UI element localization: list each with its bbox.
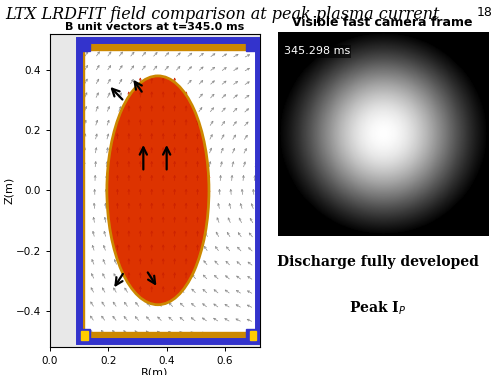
Bar <box>79 332 258 339</box>
Text: 345.298 ms: 345.298 ms <box>284 46 350 56</box>
X-axis label: R(m): R(m) <box>142 367 169 375</box>
Bar <box>246 329 258 342</box>
Bar <box>250 332 256 340</box>
Text: 18: 18 <box>476 6 492 19</box>
Title: B unit vectors at t=345.0 ms: B unit vectors at t=345.0 ms <box>66 22 244 32</box>
Bar <box>79 40 258 341</box>
Ellipse shape <box>107 76 209 305</box>
Text: LTX LRDFIT field comparison at peak plasma current: LTX LRDFIT field comparison at peak plas… <box>5 6 440 22</box>
Bar <box>79 40 84 341</box>
Bar <box>79 43 258 50</box>
Bar <box>246 39 258 51</box>
Bar <box>84 41 254 339</box>
Text: Discharge fully developed: Discharge fully developed <box>276 255 478 269</box>
Title: Visible fast camera frame: Visible fast camera frame <box>292 16 473 29</box>
Bar <box>78 39 90 51</box>
Bar <box>82 332 87 340</box>
Y-axis label: Z(m): Z(m) <box>4 177 15 204</box>
Text: Peak I$_P$: Peak I$_P$ <box>349 300 406 317</box>
Bar <box>78 329 90 342</box>
